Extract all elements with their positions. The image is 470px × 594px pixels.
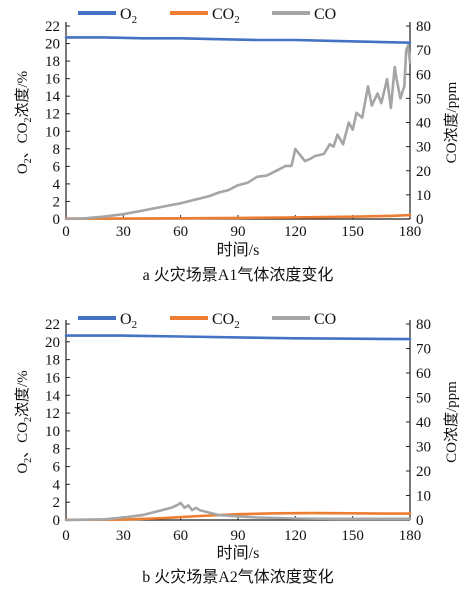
series-line-o2 — [64, 334, 412, 341]
y-left-tick-label: 20 — [45, 37, 60, 53]
y-left-tick-label: 8 — [53, 442, 61, 458]
y-right-tick-label: 20 — [416, 164, 431, 180]
x-tick-label: 30 — [116, 528, 131, 544]
legend-label: O2 — [120, 311, 137, 331]
x-tick-label: 60 — [173, 224, 188, 240]
legend-label: CO2 — [212, 6, 240, 26]
series-line-co — [64, 43, 412, 221]
y-right-axis-label: CO浓度/ppm — [443, 381, 460, 463]
series-line-o2 — [64, 36, 412, 45]
x-tick-label: 120 — [284, 224, 307, 240]
y-left-axis-label: O2、CO2浓度/% — [14, 370, 34, 473]
y-right-tick-label: 80 — [416, 19, 431, 35]
legend-label: CO — [314, 6, 336, 23]
y-left-tick-label: 14 — [45, 388, 61, 404]
y-right-tick-label: 40 — [416, 415, 431, 431]
figure-caption: a 火灾场景A1气体浓度变化 — [143, 266, 334, 284]
x-tick-label: 180 — [399, 224, 422, 240]
y-left-tick-label: 16 — [45, 370, 61, 386]
y-right-tick-label: 30 — [416, 140, 431, 156]
x-tick-label: 90 — [231, 224, 246, 240]
y-left-tick-label: 22 — [45, 317, 60, 333]
y-left-tick-label: 2 — [53, 194, 61, 210]
x-tick-label: 150 — [341, 224, 364, 240]
y-right-tick-label: 0 — [416, 212, 424, 228]
y-right-tick-label: 80 — [416, 317, 431, 333]
y-right-tick-label: 40 — [416, 116, 431, 132]
chart-panel-a: 0 30 60 90 120 150 180024681012141618202201020… — [14, 6, 460, 284]
y-left-tick-label: 0 — [53, 513, 61, 529]
y-left-tick-label: 12 — [45, 107, 60, 123]
y-left-tick-label: 8 — [53, 142, 61, 158]
x-tick-label: 0 — [62, 528, 70, 544]
y-left-tick-label: 0 — [53, 212, 61, 228]
x-tick-label: 150 — [341, 528, 364, 544]
y-left-tick-label: 4 — [53, 177, 61, 193]
figure-caption: b 火灾场景A2气体浓度变化 — [142, 568, 334, 586]
y-right-tick-label: 10 — [416, 489, 431, 505]
y-right-tick-label: 10 — [416, 188, 431, 204]
series-line-co2 — [64, 511, 412, 522]
x-tick-label: 180 — [399, 528, 422, 544]
y-left-tick-label: 20 — [45, 335, 60, 351]
y-left-tick-label: 18 — [45, 353, 60, 369]
series-line-co2 — [64, 213, 412, 220]
y-left-tick-label: 2 — [53, 495, 61, 511]
y-right-tick-label: 70 — [416, 342, 431, 358]
chart-panel-b: 0 30 60 90 120 150 180024681012141618202201020… — [14, 311, 460, 586]
y-right-tick-label: 70 — [416, 43, 431, 59]
x-tick-label: 60 — [173, 528, 188, 544]
x-tick-label: 90 — [231, 528, 246, 544]
y-right-tick-label: 50 — [416, 91, 431, 107]
y-right-tick-label: 0 — [416, 513, 424, 529]
y-right-axis-label: CO浓度/ppm — [443, 81, 460, 163]
y-left-tick-label: 18 — [45, 54, 60, 70]
x-axis-label: 时间/s — [217, 241, 260, 259]
y-left-tick-label: 4 — [53, 477, 61, 493]
y-right-tick-label: 60 — [416, 67, 431, 83]
y-right-tick-label: 30 — [416, 440, 431, 456]
legend-label: CO2 — [212, 311, 240, 331]
y-right-tick-label: 20 — [416, 464, 431, 480]
y-left-tick-label: 14 — [45, 89, 61, 105]
y-left-tick-label: 16 — [45, 72, 61, 88]
y-left-tick-label: 6 — [53, 460, 61, 476]
x-axis-label: 时间/s — [217, 544, 260, 562]
legend-label: CO — [314, 311, 336, 328]
series-line-co — [64, 501, 412, 522]
y-left-axis-label: O2、CO2浓度/% — [14, 71, 34, 174]
y-left-tick-label: 6 — [53, 159, 61, 175]
x-tick-label: 120 — [284, 528, 307, 544]
y-left-tick-label: 10 — [45, 424, 60, 440]
x-tick-label: 30 — [116, 224, 131, 240]
y-right-tick-label: 60 — [416, 366, 431, 382]
y-left-tick-label: 22 — [45, 19, 60, 35]
legend-label: O2 — [120, 6, 137, 26]
x-tick-label: 0 — [62, 224, 70, 240]
y-left-tick-label: 10 — [45, 124, 60, 140]
y-left-tick-label: 12 — [45, 406, 60, 422]
y-right-tick-label: 50 — [416, 391, 431, 407]
